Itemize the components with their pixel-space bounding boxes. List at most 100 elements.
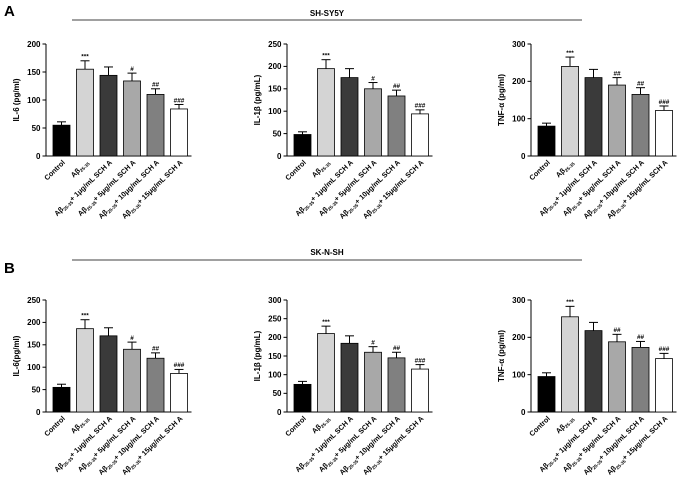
bar: [364, 351, 382, 413]
significance-label: ***: [322, 319, 330, 326]
bar: [561, 316, 579, 413]
significance-label: ##: [152, 82, 160, 89]
y-axis-title: IL-1β (pg/mL): [253, 74, 262, 125]
bar: [387, 357, 406, 413]
category-label: Control: [42, 414, 67, 438]
bar: [655, 110, 673, 157]
chart-4: 050100150200250IL-6(pg/ml)Control***Aβ25…: [12, 296, 192, 477]
significance-label: ***: [81, 54, 89, 61]
y-tick-label: 300: [512, 40, 526, 49]
bar: [608, 341, 626, 413]
y-tick-label: 50: [32, 124, 41, 133]
y-axis-title: TNF-α (pg/ml): [497, 330, 506, 382]
y-tick-label: 150: [27, 341, 41, 350]
y-tick-label: 100: [512, 370, 526, 379]
y-tick-label: 0: [521, 152, 526, 161]
y-tick-label: 300: [268, 296, 282, 305]
bar: [537, 376, 556, 413]
significance-label: ***: [566, 299, 574, 306]
y-tick-label: 50: [273, 129, 282, 138]
y-tick-label: 200: [268, 333, 282, 342]
y-tick-label: 0: [36, 408, 41, 417]
y-axis-title: IL-6 (pg/ml): [12, 78, 21, 121]
significance-label: ##: [613, 327, 621, 334]
y-tick-label: 0: [277, 152, 282, 161]
bar: [293, 383, 312, 413]
bar: [411, 113, 429, 157]
bar: [52, 386, 71, 413]
y-axis-title: IL-6(pg/ml): [12, 335, 21, 376]
bar: [608, 84, 626, 157]
y-tick-label: 100: [268, 107, 282, 116]
panel-letter-a: A: [4, 3, 15, 20]
bar: [123, 80, 141, 157]
significance-label: ##: [152, 346, 160, 353]
y-tick-label: 200: [268, 62, 282, 71]
y-tick-label: 150: [268, 85, 282, 94]
bar: [631, 347, 650, 413]
category-label: Control: [42, 158, 67, 182]
y-tick-label: 250: [268, 40, 282, 49]
y-axis-title: IL-1β (pg/mL): [253, 330, 262, 381]
bar: [146, 357, 165, 413]
significance-label: ##: [393, 83, 401, 90]
bar: [146, 94, 165, 157]
significance-label: ***: [566, 50, 574, 57]
significance-label: ##: [637, 334, 645, 341]
significance-label: ***: [81, 313, 89, 320]
bar: [340, 342, 359, 413]
y-tick-label: 50: [32, 385, 41, 394]
y-tick-label: 200: [27, 40, 41, 49]
panel-letter-b: B: [4, 260, 15, 277]
bar: [584, 330, 603, 413]
significance-label: ###: [659, 99, 670, 106]
chart-5: 0 50 100 150 200 250 300 IL-1β (pg/mL) Control **…: [253, 296, 433, 477]
significance-label: ###: [174, 97, 185, 104]
category-label: Control: [527, 414, 552, 438]
group-title-a: SH-SY5Y: [310, 9, 345, 18]
category-label: Control: [283, 158, 308, 182]
significance-label: ##: [637, 80, 645, 87]
bar: [170, 108, 188, 157]
significance-label: #: [130, 335, 134, 342]
bar: [99, 74, 118, 157]
significance-label: ***: [322, 52, 330, 59]
bar: [170, 373, 188, 413]
y-tick-label: 200: [27, 318, 41, 327]
y-tick-label: 300: [512, 296, 526, 305]
y-tick-label: 200: [512, 77, 526, 86]
y-tick-label: 200: [512, 333, 526, 342]
y-tick-label: 50: [273, 389, 282, 398]
bar: [537, 125, 556, 157]
y-tick-label: 0: [277, 408, 282, 417]
category-label: Control: [527, 158, 552, 182]
y-tick-label: 250: [268, 314, 282, 323]
bar: [317, 68, 335, 157]
bar: [364, 88, 382, 157]
bar: [584, 77, 603, 157]
significance-label: ##: [393, 345, 401, 352]
bar: [411, 368, 429, 413]
y-tick-label: 100: [27, 363, 41, 372]
significance-label: #: [371, 75, 375, 82]
group-title-b: SK-N-SH: [310, 248, 344, 257]
bar: [52, 124, 71, 157]
bar: [631, 94, 650, 157]
significance-label: ###: [174, 362, 185, 369]
significance-label: ##: [613, 70, 621, 77]
significance-label: #: [371, 339, 375, 346]
y-tick-label: 0: [521, 408, 526, 417]
bar: [293, 134, 312, 157]
significance-label: #: [130, 66, 134, 73]
bar: [387, 95, 406, 157]
category-label: Control: [283, 414, 308, 438]
bar: [99, 335, 118, 413]
y-tick-label: 100: [512, 114, 526, 123]
bar: [561, 66, 579, 157]
bar: [76, 328, 94, 413]
